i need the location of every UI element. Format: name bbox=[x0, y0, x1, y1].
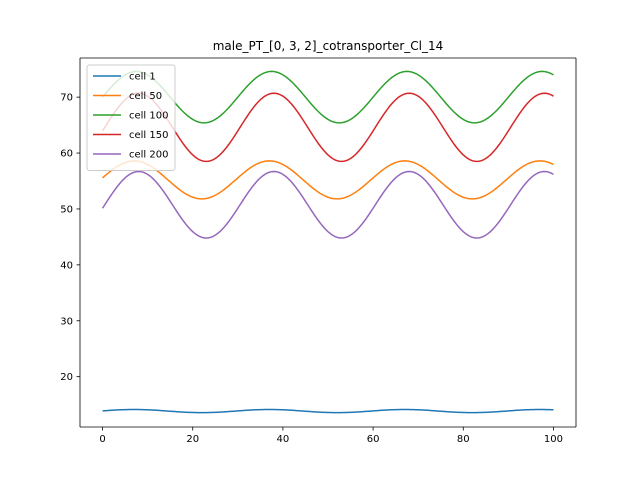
axes-frame bbox=[79, 57, 577, 428]
x-tick-label: 0 bbox=[99, 434, 105, 445]
x-tick-label: 100 bbox=[544, 434, 563, 445]
legend: cell 1 cell 50 cell 100 cell 150 cell 200 bbox=[86, 64, 176, 171]
x-tick-label: 20 bbox=[186, 434, 199, 445]
legend-label: cell 50 bbox=[129, 91, 162, 102]
legend-label: cell 1 bbox=[129, 72, 156, 83]
legend-label: cell 200 bbox=[129, 150, 168, 161]
series-layer bbox=[101, 70, 554, 414]
x-tick-label: 40 bbox=[277, 434, 290, 445]
series-line-cell-50 bbox=[102, 160, 554, 200]
series-line-cell-200 bbox=[101, 170, 554, 239]
y-tick-label: 30 bbox=[60, 316, 73, 327]
series-line-cell-150 bbox=[101, 92, 554, 163]
chart-title: male_PT_[0, 3, 2]_cotransporter_Cl_14 bbox=[213, 39, 444, 53]
x-axis-ticks: 0 20 40 60 80 100 bbox=[99, 427, 563, 445]
legend-label: cell 100 bbox=[129, 111, 168, 122]
legend-label: cell 150 bbox=[129, 130, 168, 141]
y-axis-ticks: 20 30 40 50 60 70 bbox=[60, 93, 80, 383]
y-tick-label: 40 bbox=[60, 260, 73, 271]
x-tick-label: 60 bbox=[367, 434, 380, 445]
series-line-cell-100 bbox=[101, 70, 554, 124]
series-line-cell-1 bbox=[102, 408, 554, 414]
y-tick-label: 70 bbox=[60, 93, 73, 104]
x-tick-label: 80 bbox=[457, 434, 470, 445]
y-tick-label: 20 bbox=[60, 372, 73, 383]
y-tick-label: 60 bbox=[60, 149, 73, 160]
legend-box bbox=[86, 64, 176, 171]
y-tick-label: 50 bbox=[60, 204, 73, 215]
